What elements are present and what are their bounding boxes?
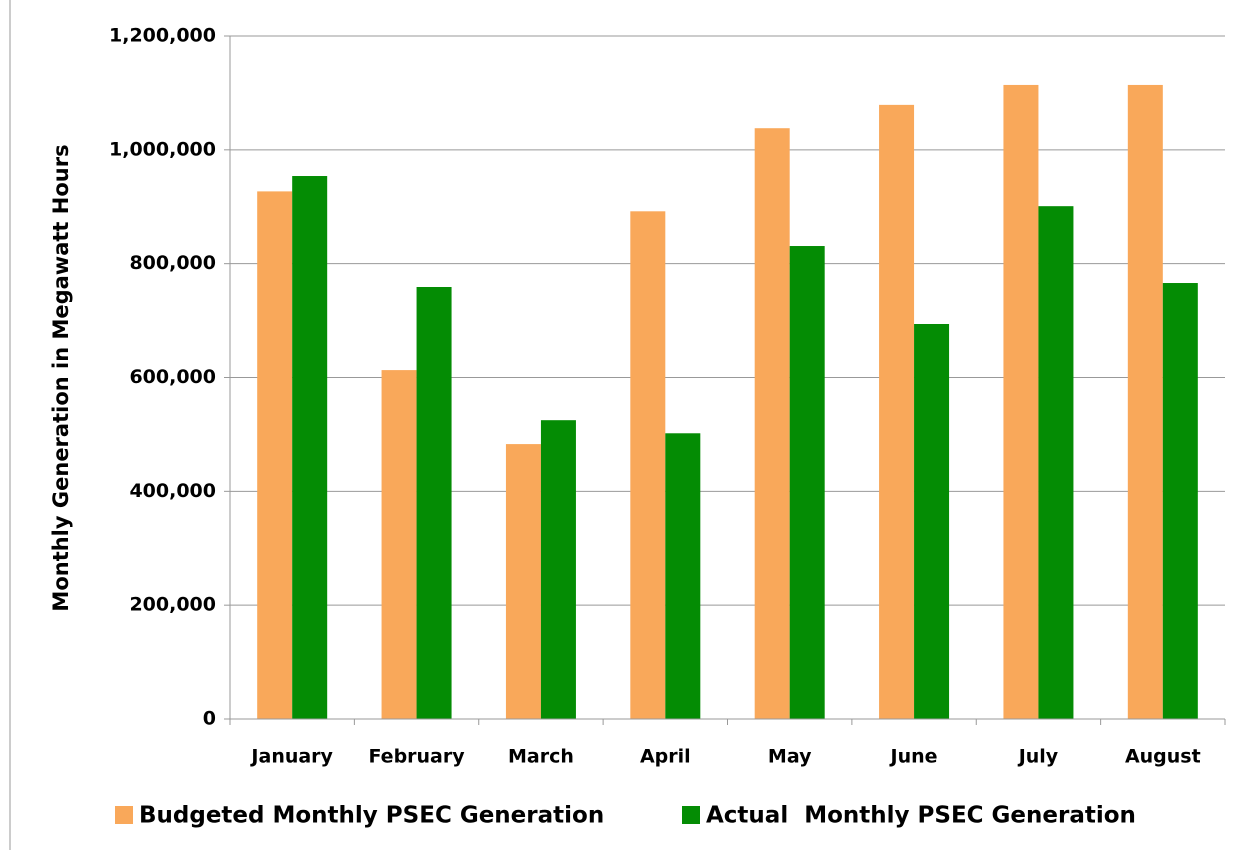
y-tick-label: 0	[203, 708, 216, 730]
bar	[292, 176, 328, 719]
bar	[505, 444, 541, 719]
bar	[914, 323, 950, 719]
bar	[381, 370, 417, 719]
bar	[540, 420, 576, 719]
x-tick-label: June	[889, 746, 938, 768]
bar	[630, 211, 666, 719]
x-tick-label: July	[1017, 746, 1059, 768]
bar	[1003, 84, 1039, 719]
x-tick-label: March	[508, 746, 574, 768]
bar	[879, 104, 915, 720]
x-tick-label: February	[368, 746, 465, 768]
bar	[1162, 283, 1198, 719]
bar	[754, 128, 790, 719]
x-tick-label: May	[768, 746, 812, 768]
bar	[416, 287, 452, 719]
bar	[789, 246, 825, 719]
x-tick-label: April	[640, 746, 691, 768]
bar	[665, 433, 701, 719]
y-tick-label: 600,000	[129, 366, 216, 388]
bar	[257, 191, 293, 719]
y-axis-title: Monthly Generation in Megawatt Hours	[49, 144, 73, 611]
y-tick-label: 1,200,000	[109, 25, 216, 47]
legend-label: Budgeted Monthly PSEC Generation	[139, 803, 604, 829]
y-tick-label: 800,000	[129, 252, 216, 274]
x-tick-label: January	[249, 746, 333, 768]
bar	[1127, 84, 1163, 719]
y-tick-label: 400,000	[129, 480, 216, 502]
y-tick-label: 1,000,000	[109, 138, 216, 160]
legend-swatch	[682, 806, 700, 824]
y-tick-label: 200,000	[129, 594, 216, 616]
x-tick-label: August	[1125, 746, 1201, 768]
legend-swatch	[115, 806, 133, 824]
bar	[1038, 206, 1074, 719]
legend-label: Actual Monthly PSEC Generation	[706, 803, 1136, 829]
